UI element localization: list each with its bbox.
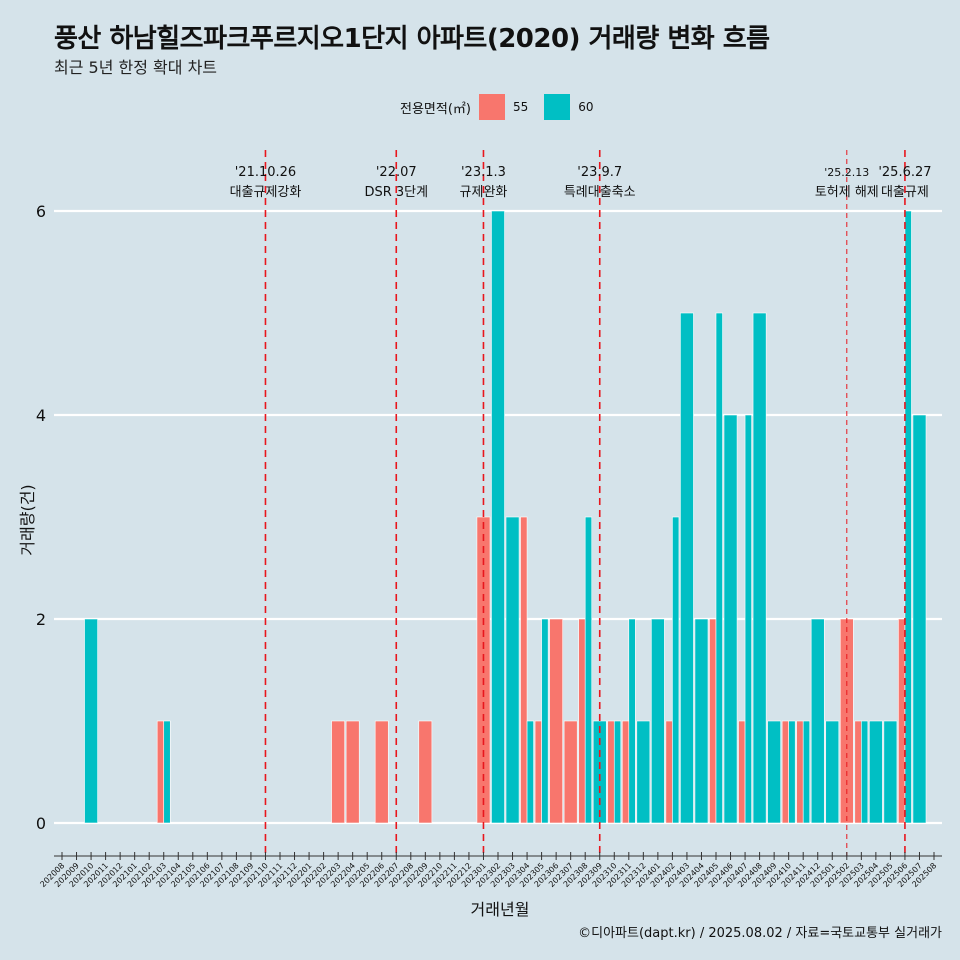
- bar-202410-60: [788, 720, 796, 824]
- bar-202306-55: [549, 618, 563, 824]
- bar-202407-55: [738, 720, 746, 824]
- bars: [84, 210, 927, 824]
- bar-202409-60: [767, 720, 781, 824]
- bar-202405-60: [715, 312, 723, 824]
- legend-label-55: 55: [512, 100, 529, 114]
- y-tick-label-4: 4: [36, 406, 46, 425]
- source-caption: ©디아파트(dapt.kr) / 2025.08.02 / 자료=국토교통부 실…: [578, 926, 942, 941]
- bar-202402-60: [672, 516, 680, 824]
- event-date-202110: '21.10.26: [235, 165, 296, 180]
- bar-202404-60: [694, 618, 709, 824]
- bar-202311-60: [628, 618, 636, 824]
- legend-label-60: 60: [578, 100, 594, 114]
- event-lines: '21.10.26 대출규제강화 '22.07 DSR 3단계 '23.1.3 규제완화 '…: [230, 150, 932, 856]
- bar-202505-60: [883, 720, 898, 824]
- bar-202311-55: [621, 720, 630, 824]
- bar-202302-60: [491, 210, 505, 824]
- bar-202010-60: [84, 618, 98, 824]
- bar-202501-60: [825, 720, 840, 824]
- event-date-202301: '23.1.3: [461, 165, 506, 180]
- event-label-202502: 토허제 해제: [815, 185, 879, 200]
- bar-202310-60: [613, 720, 622, 824]
- bar-202506-60: [904, 210, 912, 824]
- bar-202407-60: [744, 414, 752, 824]
- bar-202203-55: [331, 720, 345, 824]
- y-axis-title: 거래량(건): [18, 484, 37, 556]
- event-label-202301: 규제완화: [460, 185, 508, 200]
- bar-202307-55: [563, 720, 578, 824]
- bar-202504-60: [869, 720, 883, 824]
- chart-title: 풍산 하남힐즈파크푸르지오1단지 아파트(2020) 거래량 변화 흐름: [54, 24, 770, 54]
- legend-swatch-55: [478, 94, 505, 120]
- event-date-202506: '25.6.27: [878, 165, 931, 180]
- y-tick-label-6: 6: [36, 202, 46, 221]
- bar-202408-60: [752, 312, 767, 824]
- event-label-202110: 대출규제강화: [230, 185, 302, 200]
- bar-202304-60: [526, 720, 534, 824]
- bar-202309-60: [592, 720, 607, 824]
- x-axis: 2020082020092020102020112020122021012021…: [38, 852, 942, 889]
- legend: 전용면적(㎡) 55 60: [400, 93, 610, 121]
- event-label-202309: 특례대출축소: [564, 185, 636, 200]
- bar-202308-60: [584, 516, 593, 824]
- bar-202312-60: [636, 720, 651, 824]
- bar-202103-60: [163, 720, 171, 824]
- legend-swatch-60: [544, 94, 571, 120]
- bar-202503-55: [854, 720, 862, 824]
- bar-202503-60: [861, 720, 869, 824]
- bar-202412-60: [810, 618, 825, 824]
- bar-202507-60: [912, 414, 927, 824]
- bar-202103-55: [156, 720, 165, 824]
- event-label-202207: DSR 3단계: [364, 185, 428, 200]
- bar-202305-60: [541, 618, 549, 824]
- y-tick-label-0: 0: [36, 814, 46, 833]
- bar-202410-55: [781, 720, 789, 824]
- legend-title: 전용면적(㎡): [400, 101, 471, 117]
- bar-202310-55: [607, 720, 615, 824]
- y-axis: 0 2 4 6: [36, 202, 46, 833]
- bar-202209-55: [418, 720, 433, 824]
- y-tick-label-2: 2: [36, 610, 46, 629]
- event-date-202502: '25.2.13: [824, 166, 869, 179]
- bar-202401-60: [651, 618, 665, 824]
- x-axis-title: 거래년월: [470, 900, 530, 919]
- bar-202402-55: [665, 720, 673, 824]
- bar-202308-55: [578, 618, 586, 824]
- bar-202406-60: [723, 414, 738, 824]
- event-label-202506: 대출규제: [881, 185, 929, 200]
- bar-202204-55: [345, 720, 360, 824]
- event-date-202207: '22.07: [376, 165, 417, 180]
- chart-subtitle: 최근 5년 한정 확대 차트: [54, 58, 218, 77]
- bar-202304-55: [520, 516, 528, 824]
- bar-202305-55: [534, 720, 542, 824]
- bar-202403-60: [680, 312, 694, 824]
- bar-202405-55: [709, 618, 717, 824]
- bar-202411-55: [796, 720, 804, 824]
- bar-202506-55: [898, 618, 906, 824]
- bar-202411-60: [802, 720, 811, 824]
- bar-202206-55: [374, 720, 389, 824]
- event-date-202309: '23.9.7: [577, 165, 622, 180]
- bar-202303-60: [505, 516, 520, 824]
